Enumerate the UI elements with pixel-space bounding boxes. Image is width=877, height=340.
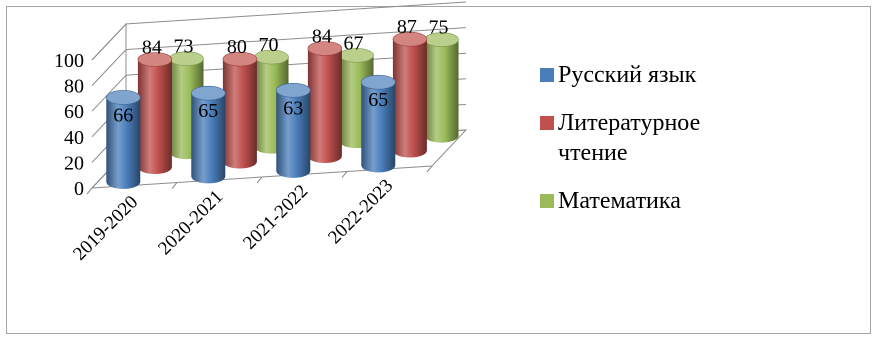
- bar-body: [307, 48, 342, 164]
- bar-cap: [360, 74, 396, 90]
- data-label-Русский язык-2020-2021: 65: [198, 100, 218, 122]
- y-tick-label-60: 60: [64, 101, 84, 123]
- legend-item-russian: Русский язык: [540, 60, 758, 90]
- x-tick-mark: [426, 165, 433, 173]
- legend-swatch-russian: [540, 68, 554, 82]
- legend-swatch-math: [540, 194, 554, 208]
- legend-swatch-reading: [540, 116, 554, 130]
- x-tick-label-2020-2021: 2020-2021: [154, 186, 227, 259]
- y-tick-label-20: 20: [64, 152, 84, 174]
- legend-item-reading: Литературное чтение: [540, 108, 758, 168]
- bar-cap: [275, 82, 311, 98]
- gridline-80: [91, 27, 467, 86]
- bar-cap: [222, 51, 258, 67]
- data-label-Математика-2021-2022: 67: [344, 32, 364, 54]
- x-tick-mark: [86, 187, 93, 195]
- bar-Литературное чтение-2019-2020: [137, 52, 173, 175]
- y-tick-label-0: 0: [74, 178, 84, 200]
- bar-Русский язык-2019-2020: [105, 90, 141, 189]
- bar-Математика-2020-2021: [254, 49, 289, 154]
- x-tick-label-2021-2022: 2021-2022: [239, 181, 312, 254]
- y-tick-label-40: 40: [64, 127, 84, 149]
- data-label-Математика-2019-2020: 73: [174, 36, 194, 58]
- gridline-100: [91, 1, 467, 61]
- bar-body: [137, 59, 172, 175]
- bar-body: [361, 82, 396, 173]
- bar-body: [276, 90, 311, 178]
- bar-cap: [190, 85, 226, 101]
- legend-label-math: Математика: [558, 188, 681, 214]
- bar-body: [106, 97, 141, 189]
- x-tick-label-2022-2023: 2022-2023: [324, 175, 397, 248]
- bar-Литературное чтение-2021-2022: [307, 41, 343, 164]
- legend-label-reading: Литературное чтение: [558, 110, 701, 166]
- legend-item-math: Математика: [540, 186, 758, 216]
- data-label-Математика-2020-2021: 70: [259, 34, 279, 56]
- bar-body: [222, 59, 257, 169]
- bar-cap: [307, 41, 343, 56]
- bar-body: [191, 93, 226, 184]
- y-axis-ticks: 0 20 40 60 80 100: [54, 50, 84, 200]
- bar-Русский язык-2022-2023: [360, 74, 396, 173]
- y-tick-label-80: 80: [64, 76, 84, 98]
- x-tick-label-2019-2020: 2019-2020: [69, 192, 142, 265]
- data-label-Русский язык-2022-2023: 65: [368, 89, 388, 111]
- data-label-Русский язык-2019-2020: 66: [113, 104, 133, 126]
- bar-body: [424, 39, 459, 143]
- data-label-Математика-2022-2023: 75: [429, 17, 449, 39]
- bar-Русский язык-2020-2021: [190, 85, 226, 184]
- data-label-Литературное чтение-2019-2020: 84: [142, 37, 162, 59]
- chart-bars: [105, 31, 459, 189]
- bar-Математика-2022-2023: [424, 32, 459, 143]
- bar-body: [392, 39, 427, 158]
- data-label-Литературное чтение-2020-2021: 80: [227, 36, 247, 58]
- data-labels: 73 70 67 75 84 80 84 87 66 65 63 65: [113, 16, 448, 126]
- legend-label-russian: Русский язык: [558, 62, 697, 88]
- data-label-Литературное чтение-2022-2023: 87: [397, 16, 417, 38]
- bar-cap: [392, 31, 428, 47]
- bar-cap: [105, 90, 141, 105]
- data-label-Русский язык-2021-2022: 63: [283, 97, 303, 119]
- x-tick-mark: [171, 182, 178, 189]
- x-tick-mark: [341, 171, 348, 178]
- bar-Русский язык-2021-2022: [275, 82, 311, 178]
- chart-legend: Русский язык Литературное чтение Математ…: [540, 60, 758, 234]
- bar-Литературное чтение-2020-2021: [222, 51, 258, 169]
- bar-cap: [137, 52, 173, 67]
- y-tick-label-100: 100: [54, 50, 84, 72]
- data-label-Литературное чтение-2021-2022: 84: [312, 26, 332, 48]
- bar-Литературное чтение-2022-2023: [392, 31, 428, 158]
- x-tick-mark: [256, 176, 263, 184]
